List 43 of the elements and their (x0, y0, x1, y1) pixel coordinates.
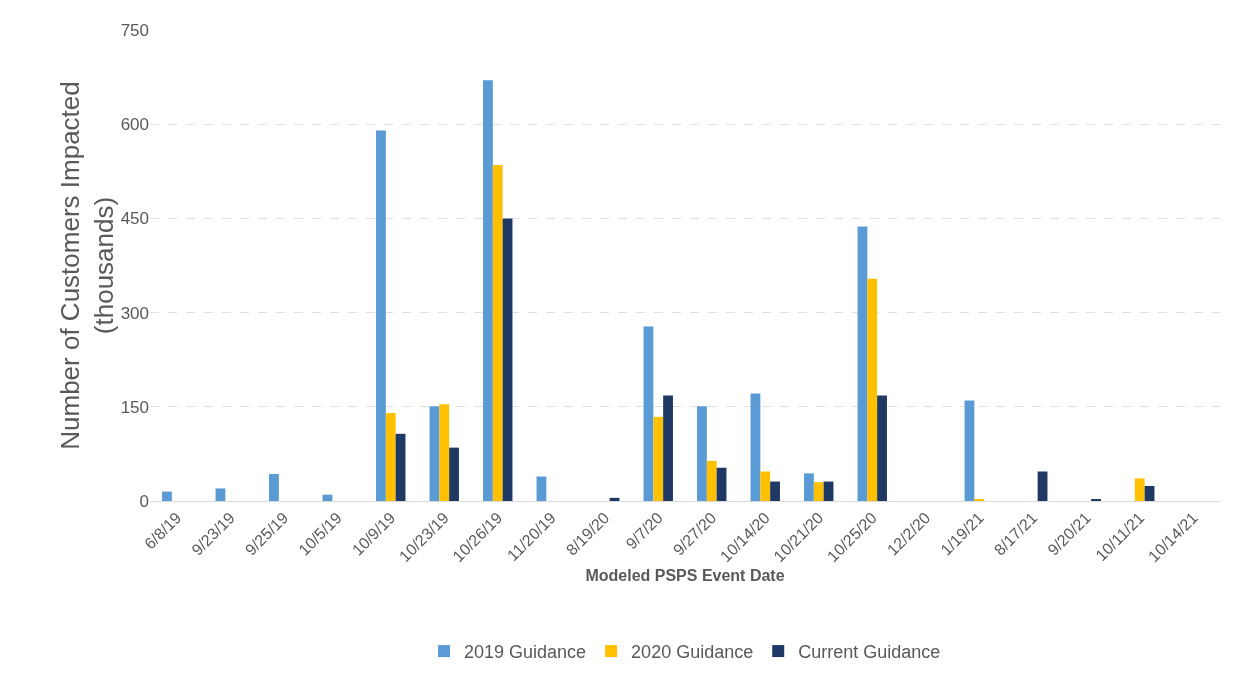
bar (492, 165, 503, 501)
legend-label: 2020 Guidance (631, 642, 754, 663)
bar (663, 395, 673, 501)
bar (867, 278, 878, 501)
bar (439, 404, 450, 501)
y-tick-label: 450 (120, 209, 149, 229)
bar (162, 491, 172, 501)
bar (215, 488, 226, 501)
legend-label: 2019 Guidance (464, 642, 587, 663)
bar (385, 413, 396, 501)
bar (643, 326, 654, 501)
x-axis-title: Modeled PSPS Event Date (585, 567, 785, 585)
bar (804, 473, 814, 501)
bar (376, 130, 386, 501)
bar (449, 447, 459, 501)
y-axis-title: Number of Customers Impacted (thousands) (54, 81, 119, 450)
bar (760, 471, 771, 501)
bar (877, 395, 887, 501)
bar (483, 80, 493, 501)
bar (653, 416, 664, 501)
bar (395, 433, 406, 501)
y-tick-label: 300 (120, 303, 149, 323)
legend-label: Current Guidance (798, 642, 941, 663)
bar (857, 226, 868, 501)
bar (502, 218, 513, 501)
bar (813, 482, 824, 501)
bar (770, 481, 780, 501)
y-tick-label: 0 (139, 491, 149, 511)
y-tick-label: 600 (120, 115, 149, 135)
bar (716, 467, 727, 501)
bar (1144, 485, 1155, 501)
bar (1037, 471, 1048, 501)
y-tick-label: 750 (120, 20, 149, 40)
bar (269, 474, 279, 501)
bar (536, 476, 547, 501)
bar (823, 481, 834, 501)
bar (706, 460, 717, 501)
bar (697, 406, 707, 501)
y-tick-label: 150 (120, 397, 149, 417)
bar (964, 400, 975, 501)
bar (1134, 478, 1145, 501)
bar (750, 393, 761, 501)
bar (429, 406, 440, 501)
